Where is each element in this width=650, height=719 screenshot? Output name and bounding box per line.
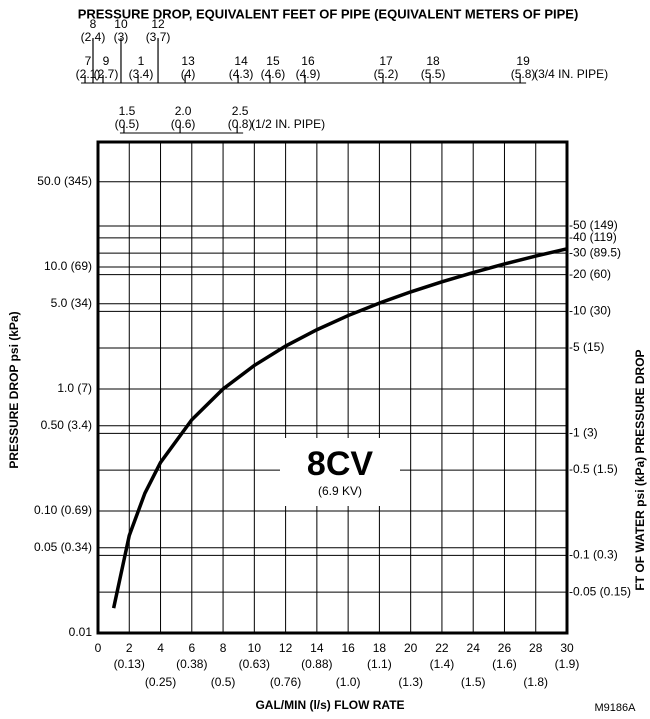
- pipe-tick-metric: (2.1): [76, 67, 101, 81]
- pipe-tick-label: 2.5: [232, 104, 249, 118]
- y-axis-label: PRESSURE DROP psi (kPa): [7, 311, 21, 468]
- pipe-tick-label: 1.5: [119, 104, 136, 118]
- y-tick-label: 50.0 (345): [37, 174, 92, 188]
- x-tick-label-ls: (1.9): [555, 657, 580, 671]
- y2-tick-label: -1 (3): [569, 426, 598, 440]
- y-tick-label: 10.0 (69): [44, 259, 92, 273]
- pipe-tick-metric: (2.4): [81, 30, 106, 44]
- x-tick-label: 20: [404, 641, 418, 655]
- x-tick-label: 16: [341, 641, 355, 655]
- x-tick-label-ls: (1.5): [461, 675, 486, 689]
- pipe-tick-label: 16: [301, 54, 315, 68]
- y-tick-label: 0.05 (0.34): [34, 540, 92, 554]
- y-tick-label: 1.0 (7): [57, 381, 92, 395]
- pipe-scale-label: (1/2 IN. PIPE): [251, 117, 325, 131]
- y2-tick-label: -0.5 (1.5): [569, 462, 618, 476]
- x-tick-label: 28: [529, 641, 543, 655]
- x-tick-label: 4: [157, 641, 164, 655]
- pipe-tick-metric: (5.5): [421, 67, 446, 81]
- x-axis-label: GAL/MIN (l/s) FLOW RATE: [255, 698, 404, 712]
- figure-code: M9186A: [595, 702, 637, 714]
- y2-tick-label: -30 (89.5): [569, 245, 621, 259]
- y2-tick-label: -5 (15): [569, 340, 604, 354]
- x-tick-label-ls: (1.0): [336, 675, 361, 689]
- pipe-tick-metric: (5.2): [374, 67, 399, 81]
- y2-tick-label: -10 (30): [569, 303, 611, 317]
- y-tick-label: 0.50 (3.4): [41, 418, 92, 432]
- x-tick-label: 22: [435, 641, 449, 655]
- y-tick-label: 0.01: [69, 625, 93, 639]
- pipe-tick-metric: (3.7): [146, 30, 171, 44]
- pipe-tick-label: 7: [85, 54, 92, 68]
- pipe-tick-metric: (4): [181, 67, 196, 81]
- x-tick-label-ls: (1.6): [492, 657, 517, 671]
- y-tick-label: 5.0 (34): [51, 296, 92, 310]
- x-tick-label-ls: (1.3): [398, 675, 423, 689]
- pipe-scale-label: (3/4 IN. PIPE): [534, 67, 608, 81]
- annotation: 8CV: [307, 445, 373, 483]
- pipe-tick-metric: (2.7): [94, 67, 119, 81]
- y-tick-label: 0.10 (0.69): [34, 503, 92, 517]
- pipe-tick-label: 15: [266, 54, 280, 68]
- x-tick-label-ls: (0.63): [239, 657, 270, 671]
- x-tick-label-ls: (1.1): [367, 657, 392, 671]
- pipe-tick-label: 8: [90, 17, 97, 31]
- pipe-tick-label: 2.0: [175, 104, 192, 118]
- x-tick-label: 6: [188, 641, 195, 655]
- pipe-tick-label: 14: [234, 54, 248, 68]
- plot-frame: [96, 140, 569, 635]
- pipe-tick-label: 1: [138, 54, 145, 68]
- pipe-tick-label: 12: [151, 17, 165, 31]
- x-tick-label-ls: (0.13): [114, 657, 145, 671]
- annotation-box: [280, 438, 400, 506]
- pipe-tick-metric: (5.8): [511, 67, 536, 81]
- annotation-sub: (6.9 KV): [318, 484, 362, 498]
- x-tick-label: 0: [95, 641, 102, 655]
- pipe-tick-label: 19: [516, 54, 530, 68]
- x-tick-label-ls: (0.88): [301, 657, 332, 671]
- x-tick-label-ls: (0.25): [145, 675, 176, 689]
- pipe-tick-label: 18: [426, 54, 440, 68]
- pipe-tick-metric: (3): [114, 30, 129, 44]
- chart-title: PRESSURE DROP, EQUIVALENT FEET OF PIPE (…: [78, 6, 579, 21]
- y2-tick-label: -0.1 (0.3): [569, 548, 618, 562]
- x-tick-label-ls: (1.8): [523, 675, 548, 689]
- x-tick-label-ls: (0.76): [270, 675, 301, 689]
- x-tick-label: 24: [467, 641, 481, 655]
- x-tick-label: 14: [310, 641, 324, 655]
- x-tick-label: 30: [560, 641, 574, 655]
- x-tick-label: 10: [248, 641, 262, 655]
- x-tick-label-ls: (1.4): [430, 657, 455, 671]
- x-tick-label: 18: [373, 641, 387, 655]
- y2-tick-label: -40 (119): [569, 230, 617, 244]
- pipe-tick-metric: (3.4): [129, 67, 154, 81]
- curve: [111, 247, 568, 609]
- pipe-tick-label: 10: [114, 17, 128, 31]
- y2-tick-label: -0.05 (0.15): [569, 584, 631, 598]
- pipe-tick-metric: (4.9): [296, 67, 321, 81]
- pipe-tick-label: 9: [103, 54, 110, 68]
- x-tick-label: 2: [126, 641, 133, 655]
- pipe-tick-metric: (0.6): [171, 117, 196, 131]
- x-tick-label-ls: (0.5): [211, 675, 236, 689]
- pipe-tick-metric: (4.6): [261, 67, 286, 81]
- pipe-tick-metric: (4.3): [229, 67, 254, 81]
- pipe-tick-label: 13: [181, 54, 195, 68]
- x-tick-label-ls: (0.38): [176, 657, 207, 671]
- y2-axis-label: FT OF WATER psi (kPa) PRESSURE DROP: [633, 349, 647, 590]
- pipe-tick-label: 17: [379, 54, 393, 68]
- x-tick-label: 12: [279, 641, 293, 655]
- y2-tick-label: -20 (60): [569, 267, 611, 281]
- x-tick-label: 26: [498, 641, 512, 655]
- y2-tick-label: -50 (149): [569, 218, 618, 232]
- x-tick-label: 8: [220, 641, 227, 655]
- pipe-tick-metric: (0.5): [115, 117, 140, 131]
- pipe-tick-metric: (0.8): [228, 117, 253, 131]
